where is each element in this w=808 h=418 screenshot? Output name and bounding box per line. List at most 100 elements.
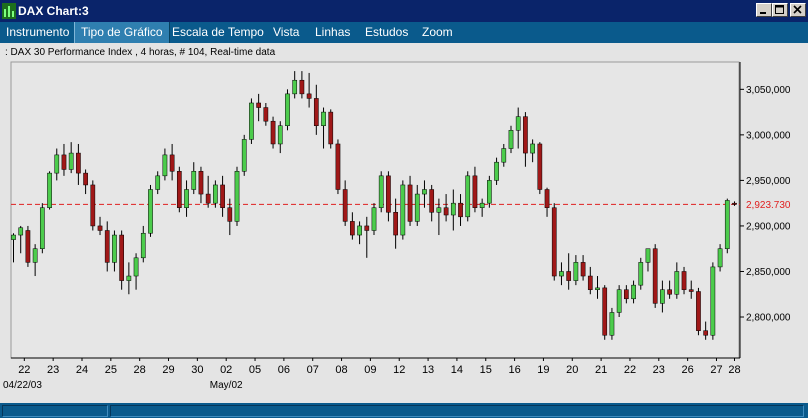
candle-up[interactable] xyxy=(559,271,564,277)
candle-down[interactable] xyxy=(537,143,543,190)
candle-up[interactable] xyxy=(47,172,52,208)
candle-down[interactable] xyxy=(681,271,687,290)
candle-up[interactable] xyxy=(660,289,665,304)
candle-down[interactable] xyxy=(472,175,478,208)
candle-up[interactable] xyxy=(595,287,600,290)
candle-up[interactable] xyxy=(162,154,168,177)
candle-down[interactable] xyxy=(61,154,67,170)
candle-down[interactable] xyxy=(652,248,658,304)
candle-down[interactable] xyxy=(227,207,233,222)
candle-up[interactable] xyxy=(292,79,298,95)
candle-down[interactable] xyxy=(342,189,348,222)
chart-panel[interactable]: 2,800,000 2,850,000 2,900,000 2,950,000 3,00… xyxy=(0,43,808,403)
candle-down[interactable] xyxy=(220,184,225,208)
candle-up[interactable] xyxy=(249,102,254,140)
menu-zoom[interactable]: Zoom xyxy=(422,25,453,39)
maximize-button[interactable] xyxy=(772,3,788,17)
candle-up[interactable] xyxy=(436,207,442,213)
candle-down[interactable] xyxy=(523,116,528,154)
candle-down[interactable] xyxy=(667,289,672,295)
candle-down[interactable] xyxy=(624,289,629,300)
candle-up[interactable] xyxy=(479,202,485,208)
candle-up[interactable] xyxy=(645,248,651,263)
candle-down[interactable] xyxy=(350,221,355,236)
candle-up[interactable] xyxy=(148,189,153,234)
candle-up[interactable] xyxy=(184,189,189,208)
candle-up[interactable] xyxy=(674,271,680,295)
candle-down[interactable] xyxy=(696,291,701,331)
candle-down[interactable] xyxy=(688,289,694,292)
candle-up[interactable] xyxy=(573,262,579,281)
candle-up[interactable] xyxy=(616,289,622,313)
candle-up[interactable] xyxy=(530,143,535,154)
menu-vista[interactable]: Vista xyxy=(273,25,300,39)
candle-down[interactable] xyxy=(205,193,211,204)
candle-down[interactable] xyxy=(270,120,276,145)
candle-up[interactable] xyxy=(400,184,406,236)
candle-up[interactable] xyxy=(487,180,492,204)
candle-up[interactable] xyxy=(710,266,716,336)
candle-down[interactable] xyxy=(83,172,88,186)
candle-down[interactable] xyxy=(587,275,593,290)
candle-down[interactable] xyxy=(544,189,550,208)
candle-down[interactable] xyxy=(364,225,370,231)
candle-up[interactable] xyxy=(54,154,60,174)
candle-up[interactable] xyxy=(39,207,45,249)
candle-down[interactable] xyxy=(198,171,204,195)
candle-up[interactable] xyxy=(631,284,636,300)
candle-down[interactable] xyxy=(335,143,341,190)
candle-up[interactable] xyxy=(11,234,16,240)
candle-down[interactable] xyxy=(703,330,709,336)
candle-up[interactable] xyxy=(126,275,132,281)
menu-estudos[interactable]: Estudos xyxy=(365,25,409,39)
candle-down[interactable] xyxy=(407,184,413,222)
menu-tipo-de-grafico[interactable]: Tipo de Gráfico xyxy=(74,22,170,43)
candle-up[interactable] xyxy=(321,111,326,127)
candle-up[interactable] xyxy=(155,175,161,190)
candle-down[interactable] xyxy=(97,225,103,231)
candle-down[interactable] xyxy=(299,79,305,95)
candle-up[interactable] xyxy=(501,148,507,163)
candle-up[interactable] xyxy=(515,116,521,131)
candle-up[interactable] xyxy=(213,184,218,204)
candle-down[interactable] xyxy=(551,207,557,277)
candle-down[interactable] xyxy=(580,262,586,277)
menu-escala-de-tempo[interactable]: Escala de Tempo xyxy=(172,25,264,39)
candle-down[interactable] xyxy=(306,93,312,99)
close-button[interactable] xyxy=(790,3,806,17)
candle-down[interactable] xyxy=(76,152,81,174)
candle-up[interactable] xyxy=(638,262,644,286)
candle-up[interactable] xyxy=(508,130,514,149)
candle-up[interactable] xyxy=(285,93,290,127)
candle-down[interactable] xyxy=(263,107,269,122)
candle-down[interactable] xyxy=(429,189,435,213)
candle-down[interactable] xyxy=(393,212,398,236)
candle-up[interactable] xyxy=(234,171,240,222)
candle-up[interactable] xyxy=(357,225,362,236)
candle-down[interactable] xyxy=(443,207,449,216)
candle-up[interactable] xyxy=(465,175,471,218)
candle-up[interactable] xyxy=(32,248,38,263)
candle-down[interactable] xyxy=(732,202,737,205)
candle-up[interactable] xyxy=(112,234,117,263)
candle-up[interactable] xyxy=(378,175,384,208)
candle-up[interactable] xyxy=(18,227,24,236)
menu-linhas[interactable]: Linhas xyxy=(315,25,351,39)
minimize-button[interactable] xyxy=(756,3,772,17)
candle-up[interactable] xyxy=(414,193,420,222)
candle-down[interactable] xyxy=(90,184,96,227)
candle-down[interactable] xyxy=(313,98,319,127)
candle-down[interactable] xyxy=(256,102,261,108)
candle-up[interactable] xyxy=(68,152,74,170)
candle-up[interactable] xyxy=(371,207,377,231)
candle-down[interactable] xyxy=(458,202,463,218)
candle-up[interactable] xyxy=(241,139,247,172)
candle-up[interactable] xyxy=(450,202,456,216)
menu-instrumento[interactable]: Instrumento xyxy=(6,25,70,39)
candle-down[interactable] xyxy=(119,234,125,281)
candle-down[interactable] xyxy=(386,175,391,213)
candle-up[interactable] xyxy=(609,312,615,336)
candle-down[interactable] xyxy=(566,271,572,281)
candle-up[interactable] xyxy=(140,232,146,259)
candle-down[interactable] xyxy=(602,287,608,336)
